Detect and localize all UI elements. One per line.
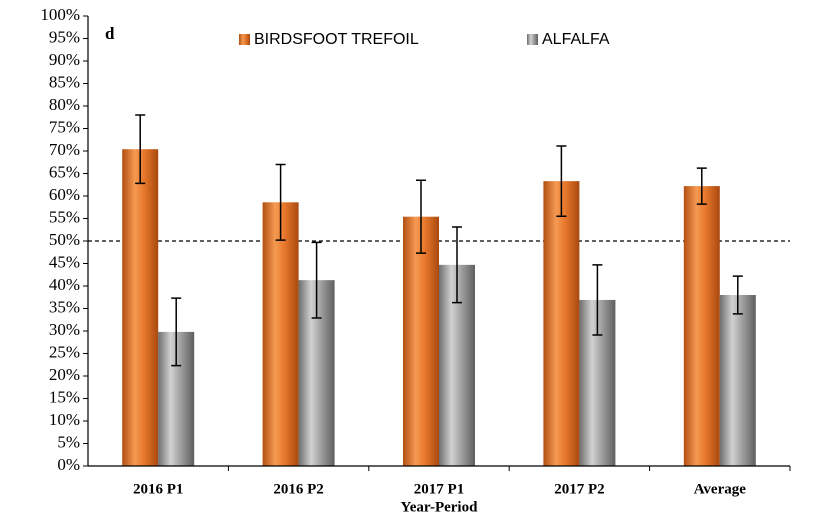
y-tick-label: 60% (49, 185, 80, 204)
y-tick-label: 15% (49, 387, 80, 406)
y-tick-label: 30% (49, 320, 80, 339)
legend-swatch (527, 34, 538, 45)
x-tick-label: 2017 P2 (554, 481, 604, 497)
x-axis-label: Year-Period (401, 499, 479, 515)
bar (122, 149, 159, 466)
error-bar (171, 297, 182, 367)
bar (262, 202, 299, 467)
y-tick-label: 85% (49, 72, 80, 91)
y-tick-label: 45% (49, 252, 80, 271)
y-tick-label: 55% (49, 207, 80, 226)
error-bar (311, 241, 322, 319)
x-tick-label: Average (694, 481, 747, 497)
bar (543, 181, 580, 466)
y-tick-label: 100% (40, 5, 80, 24)
y-tick-label: 20% (49, 365, 80, 384)
y-tick-label: 40% (49, 275, 80, 294)
y-tick-label: 5% (57, 432, 80, 451)
bar (719, 295, 756, 466)
y-tick-label: 75% (49, 117, 80, 136)
legend-swatch (239, 34, 250, 45)
y-tick-label: 10% (49, 410, 80, 429)
y-tick-label: 80% (49, 95, 80, 114)
bar (403, 216, 439, 466)
legend-label: BIRDSFOOT TREFOIL (254, 31, 419, 48)
error-bar (135, 114, 146, 185)
y-tick-label: 25% (49, 342, 80, 361)
error-bar (592, 264, 603, 336)
error-bar (416, 179, 426, 254)
error-bar (452, 226, 462, 304)
error-bar (275, 163, 286, 241)
legend-label: ALFALFA (542, 31, 610, 48)
error-bar (556, 145, 567, 217)
annotation: d (105, 24, 115, 43)
x-tick-label: 2016 P2 (273, 481, 323, 497)
y-tick-label: 70% (49, 140, 80, 159)
y-tick-label: 95% (49, 27, 80, 46)
x-tick-label: 2016 P1 (133, 481, 183, 497)
y-tick-label: 65% (49, 162, 80, 181)
x-tick-label: 2017 P1 (414, 481, 464, 497)
error-bar (696, 167, 707, 205)
y-tick-label: 0% (57, 455, 80, 474)
y-tick-label: 90% (49, 50, 80, 69)
bar (683, 186, 720, 466)
error-bar (732, 275, 743, 315)
y-tick-label: 35% (49, 297, 80, 316)
y-tick-label: 50% (49, 230, 80, 249)
